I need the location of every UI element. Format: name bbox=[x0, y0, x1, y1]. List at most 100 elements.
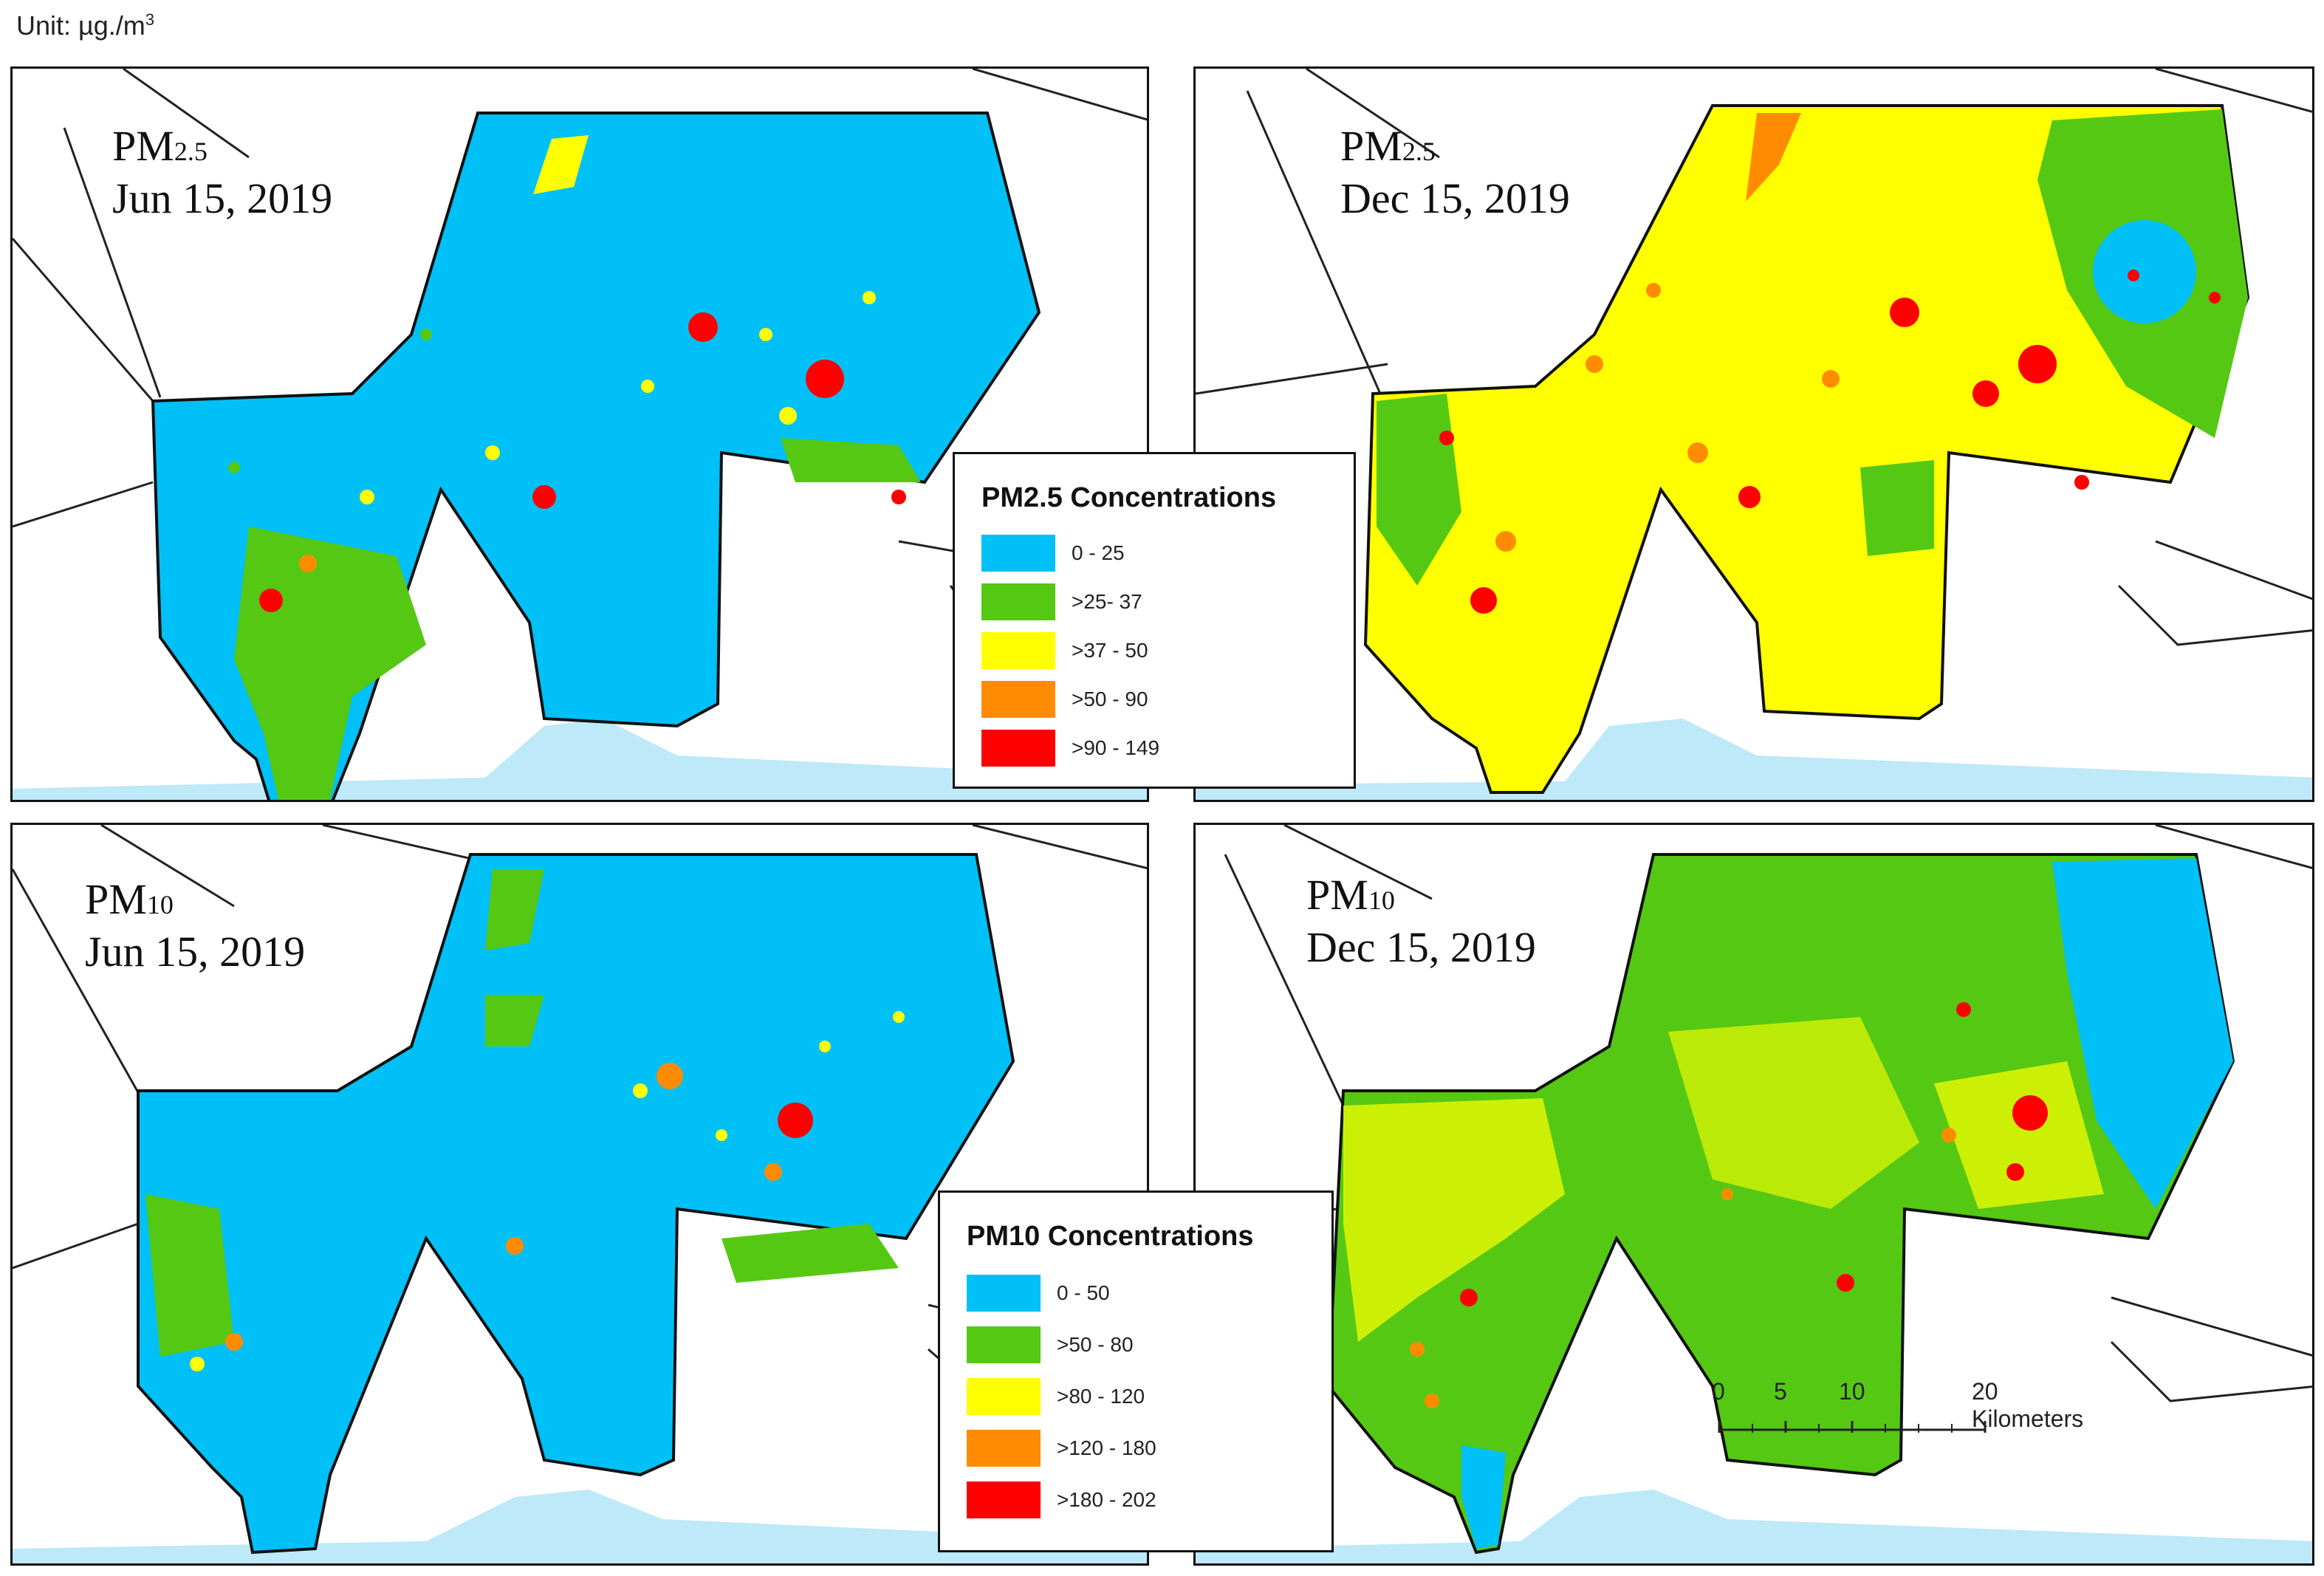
study-area bbox=[1326, 853, 2235, 1555]
hotspot bbox=[2018, 345, 2057, 383]
hotspot bbox=[806, 360, 844, 398]
zone-elevated bbox=[1668, 1017, 1919, 1209]
hotspot bbox=[1470, 587, 1497, 614]
sea-area bbox=[1196, 719, 2312, 800]
hotspot bbox=[1721, 1188, 1733, 1200]
legend-swatch bbox=[981, 730, 1055, 767]
scale-tick-label: 0 bbox=[1712, 1378, 1725, 1405]
legend-pm10: PM10 Concentrations 0 - 50 >50 - 80 >80 … bbox=[938, 1190, 1334, 1552]
hotspot bbox=[891, 490, 906, 504]
hotspot bbox=[778, 1103, 813, 1138]
hotspot-group bbox=[190, 1011, 905, 1371]
scale-tick-label: 20 Kilometers bbox=[1972, 1378, 2084, 1432]
zone-moderate bbox=[781, 438, 921, 482]
legend-swatch bbox=[981, 583, 1055, 620]
hotspot bbox=[485, 445, 500, 460]
legend-swatch bbox=[967, 1326, 1041, 1363]
legend-title: PM10 Concentrations bbox=[967, 1221, 1254, 1252]
hotspot bbox=[190, 1357, 205, 1371]
zone-moderate bbox=[485, 869, 544, 950]
hotspot bbox=[1425, 1394, 1439, 1408]
hotspot bbox=[779, 407, 797, 425]
zone-moderate bbox=[234, 527, 426, 800]
hotspot bbox=[2012, 1095, 2048, 1131]
map-canvas bbox=[1196, 69, 2312, 800]
zone-moderate bbox=[1860, 460, 1934, 556]
scale-tick-label: 5 bbox=[1774, 1378, 1787, 1405]
hotspot bbox=[2128, 270, 2139, 281]
hotspot bbox=[688, 312, 718, 342]
legend-label: >37 - 50 bbox=[1072, 639, 1148, 662]
sea-area bbox=[1196, 1490, 2312, 1563]
legend-swatch bbox=[981, 632, 1055, 669]
hotspot bbox=[420, 329, 432, 340]
hotspot bbox=[259, 589, 283, 612]
panel-title: PM2.5 Jun 15, 2019 bbox=[112, 122, 333, 222]
map-canvas bbox=[1196, 825, 2312, 1563]
sea-area bbox=[13, 719, 1147, 800]
hotspot bbox=[1890, 298, 1919, 327]
zone-moderate bbox=[1377, 394, 1461, 586]
legend-label: >120 - 180 bbox=[1057, 1436, 1156, 1459]
zone-elevated bbox=[1934, 1061, 2104, 1209]
legend-item: >90 - 149 bbox=[981, 724, 1331, 772]
legend-swatch bbox=[967, 1481, 1041, 1518]
hotspot bbox=[716, 1129, 727, 1141]
legend-label: >50 - 90 bbox=[1072, 688, 1148, 710]
hotspot bbox=[1837, 1274, 1854, 1292]
map-panel-pm25-jun: PM2.5 Jun 15, 2019 bbox=[10, 66, 1149, 802]
zone-high bbox=[1746, 113, 1801, 202]
zone-low bbox=[2052, 858, 2233, 1209]
hotspot bbox=[228, 462, 240, 473]
hotspot bbox=[225, 1333, 243, 1351]
panel-title: PM10 Dec 15, 2019 bbox=[1306, 871, 1536, 971]
legend-label: >180 - 202 bbox=[1057, 1488, 1156, 1511]
hotspot bbox=[2209, 292, 2221, 304]
hotspot bbox=[532, 485, 556, 509]
hotspot bbox=[299, 555, 317, 572]
legend-label: >50 - 80 bbox=[1057, 1333, 1134, 1356]
hotspot bbox=[1410, 1342, 1425, 1357]
hotspot bbox=[360, 490, 374, 504]
hotspot bbox=[1941, 1128, 1956, 1142]
hotspot bbox=[1956, 1002, 1971, 1017]
legend-pm25: PM2.5 Concentrations 0 - 25 >25- 37 >37 … bbox=[953, 452, 1356, 789]
hotspot bbox=[1495, 531, 1516, 552]
hotspot bbox=[1738, 486, 1761, 508]
panel-title: PM2.5 Dec 15, 2019 bbox=[1340, 122, 1570, 222]
hotspot bbox=[506, 1237, 524, 1255]
zone-moderate bbox=[485, 995, 544, 1046]
map-canvas bbox=[13, 825, 1147, 1563]
legend-swatch bbox=[967, 1275, 1041, 1312]
legend-item: >37 - 50 bbox=[981, 626, 1331, 675]
scale-tick-label: 10 bbox=[1839, 1378, 1865, 1405]
legend-item: >50 - 80 bbox=[967, 1319, 1309, 1371]
legend-swatch bbox=[967, 1430, 1041, 1467]
scale-bar: 0 5 10 20 Kilometers bbox=[1712, 1378, 2083, 1452]
legend-item: >25- 37 bbox=[981, 578, 1331, 626]
legend-label: 0 - 50 bbox=[1057, 1281, 1110, 1304]
hotspot bbox=[1822, 370, 1840, 388]
hotspot-group bbox=[1439, 270, 2221, 614]
legend-swatch bbox=[981, 535, 1055, 572]
hotspot bbox=[1439, 431, 1454, 445]
hotspot bbox=[657, 1063, 683, 1089]
zone-elevated bbox=[533, 135, 589, 194]
map-panel-pm10-dec: PM10 Dec 15, 2019 bbox=[1193, 823, 2314, 1566]
legend-item: >80 - 120 bbox=[967, 1371, 1309, 1422]
hotspot-group bbox=[1410, 1002, 2048, 1408]
hotspot bbox=[633, 1083, 648, 1098]
legend-swatch bbox=[967, 1378, 1041, 1415]
hotspot bbox=[2006, 1163, 2024, 1181]
legend-item: >120 - 180 bbox=[967, 1422, 1309, 1474]
unit-label: Unit: µg./m3 bbox=[16, 10, 155, 41]
map-canvas bbox=[13, 69, 1147, 800]
hotspot bbox=[1972, 380, 1999, 407]
province-boundary bbox=[1196, 825, 2312, 1402]
hotspot bbox=[863, 291, 876, 304]
scale-bar-line bbox=[1718, 1421, 1987, 1433]
legend-item: >50 - 90 bbox=[981, 675, 1331, 724]
legend-item: >180 - 202 bbox=[967, 1474, 1309, 1526]
hotspot bbox=[1646, 283, 1661, 298]
zone-low bbox=[2093, 220, 2196, 323]
